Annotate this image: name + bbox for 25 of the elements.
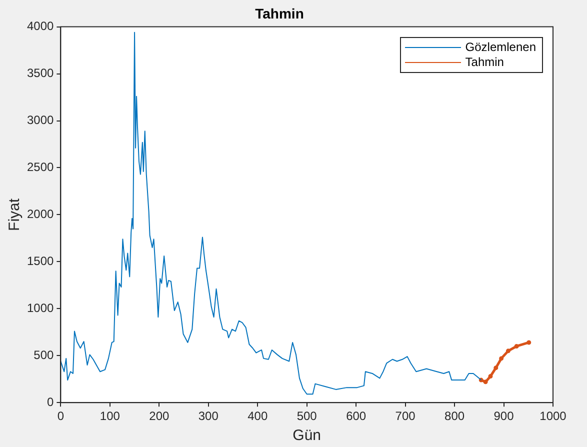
x-tick-label: 100: [100, 409, 120, 424]
legend-label: Tahmin: [465, 55, 504, 70]
y-tick-label: 4000: [26, 19, 54, 34]
x-tick-label: 0: [57, 409, 64, 424]
x-tick-label: 500: [296, 409, 318, 424]
legend-label: Gözlemlenen: [465, 40, 536, 54]
y-tick-label: 1500: [26, 254, 54, 268]
y-axis-title: Fiyat: [6, 198, 24, 231]
x-axis-title: Gün: [292, 427, 322, 444]
x-tick-label: 700: [395, 409, 416, 424]
y-tick-label: 2500: [26, 160, 54, 174]
x-tick-label: 900: [494, 409, 514, 424]
x-tick-label: 400: [248, 409, 268, 424]
x-tick-label: 1000: [540, 409, 567, 424]
chart-title: Tahmin: [255, 5, 304, 22]
y-tick-label: 3500: [26, 66, 54, 80]
y-tick-label: 0: [47, 394, 54, 409]
x-tick-label: 300: [198, 409, 219, 424]
y-tick-label: 3000: [26, 113, 54, 128]
y-tick-label: 1000: [26, 300, 54, 315]
y-tick-label: 500: [34, 348, 54, 362]
x-tick-label: 200: [149, 409, 170, 424]
y-tick-label: 2000: [26, 207, 54, 222]
x-tick-label: 800: [444, 409, 465, 424]
x-tick-label: 600: [346, 409, 366, 424]
